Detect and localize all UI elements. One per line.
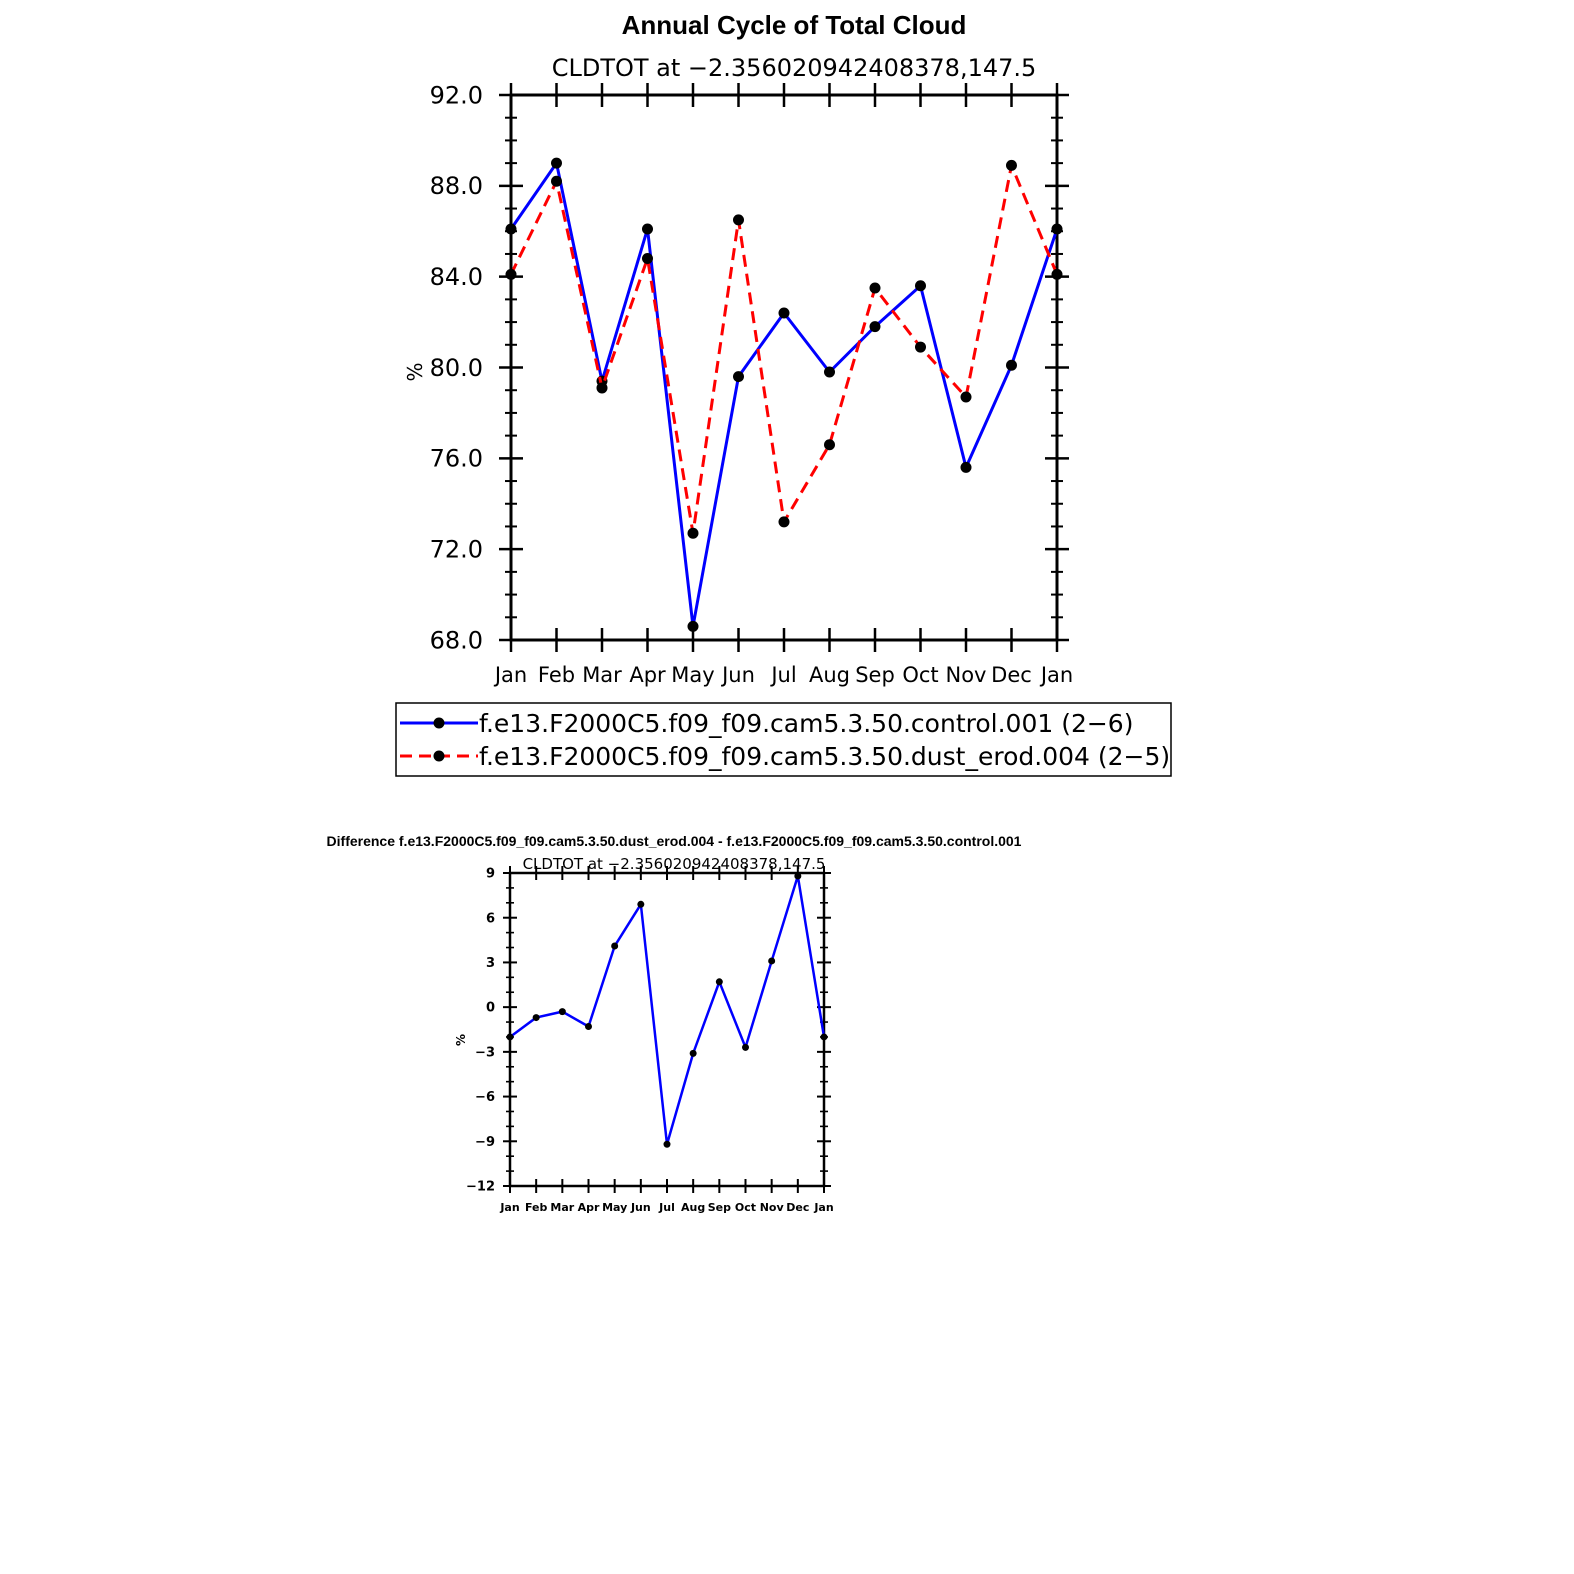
data-point [820, 1033, 828, 1041]
y-tick-label: −6 [475, 1090, 495, 1105]
data-point [506, 1033, 514, 1041]
chart-subtitle: CLDTOT at −2.356020942408378,147.5 [552, 54, 1037, 82]
x-tick-label: May [602, 1201, 627, 1214]
y-tick-label: 0 [486, 1001, 495, 1016]
x-tick-label: Mar [582, 663, 622, 687]
series-line-1 [509, 875, 826, 1145]
data-point [687, 527, 699, 539]
x-tick-label: Jul [769, 663, 796, 687]
x-tick-label: Dec [786, 1201, 809, 1214]
y-tick-label: 84.0 [430, 263, 483, 291]
y-tick-label: 68.0 [430, 626, 483, 654]
data-point [551, 175, 562, 187]
data-point [869, 282, 881, 294]
x-tick-label: Jun [720, 663, 755, 687]
plot-frame [509, 93, 1059, 642]
data-point [689, 1049, 697, 1057]
data-point [1051, 268, 1063, 280]
chart-subtitle: CLDTOT at −2.356020942408378,147.5 [523, 855, 826, 873]
x-tick-label: Jan [499, 1201, 519, 1214]
series-line-1 [509, 159, 1059, 627]
data-point [637, 900, 645, 908]
data-point [505, 223, 517, 235]
data-point [663, 1140, 671, 1148]
data-point [1006, 159, 1017, 171]
data-point [715, 978, 723, 986]
x-tick-label: Oct [735, 1201, 756, 1214]
x-tick-label: Feb [538, 663, 575, 687]
y-tick-label: −12 [466, 1180, 495, 1195]
data-point [505, 268, 517, 280]
x-tick-label: Nov [946, 663, 987, 687]
legend-label-1: f.e13.F2000C5.f09_f09.cam5.3.50.control.… [479, 709, 1133, 738]
data-point [960, 391, 972, 403]
data-point [611, 942, 619, 950]
y-tick-label: 88.0 [430, 172, 483, 200]
x-tick-label: Nov [760, 1201, 785, 1214]
legend-marker [433, 717, 445, 729]
x-tick-label: Jan [1039, 663, 1073, 687]
data-point [642, 223, 653, 235]
data-point [960, 461, 972, 473]
data-point [585, 1023, 592, 1031]
x-tick-label: Jan [493, 663, 527, 687]
x-tick-label: Apr [629, 663, 666, 687]
data-point [642, 253, 653, 264]
legend-label-2: f.e13.F2000C5.f09_f09.cam5.3.50.dust_ero… [479, 742, 1170, 771]
x-tick-label: Jun [630, 1201, 651, 1214]
y-tick-label: −9 [475, 1135, 495, 1150]
data-point [915, 341, 926, 353]
data-point [551, 157, 562, 169]
data-point [596, 382, 608, 394]
data-point [742, 1043, 749, 1051]
data-point [1051, 223, 1063, 235]
data-point [558, 1008, 566, 1016]
y-tick-label: 80.0 [430, 354, 483, 382]
x-tick-label: May [671, 663, 714, 687]
y-axis-label: % [454, 1034, 468, 1046]
data-point [824, 366, 835, 378]
data-point [733, 371, 744, 383]
x-tick-label: Dec [991, 663, 1032, 687]
y-tick-label: −3 [475, 1045, 495, 1060]
x-tick-label: Jan [813, 1201, 833, 1214]
x-tick-label: Oct [902, 663, 938, 687]
legend: f.e13.F2000C5.f09_f09.cam5.3.50.control.… [395, 702, 1172, 777]
x-tick-label: Apr [578, 1201, 600, 1214]
data-point [778, 516, 790, 528]
y-tick-label: 76.0 [430, 445, 483, 473]
data-point [733, 214, 744, 226]
x-tick-label: Sep [708, 1201, 731, 1214]
y-tick-label: 72.0 [430, 536, 483, 564]
data-point [824, 439, 835, 451]
x-tick-label: Mar [550, 1201, 574, 1214]
legend-marker [433, 750, 445, 762]
x-tick-label: Aug [809, 663, 850, 687]
data-point [768, 957, 776, 965]
x-tick-label: Aug [681, 1201, 705, 1214]
chart-title: Difference f.e13.F2000C5.f09_f09.cam5.3.… [327, 833, 1022, 849]
data-point [794, 872, 802, 880]
legend-box [395, 702, 1172, 777]
y-tick-label: 6 [486, 911, 495, 926]
y-axis-label: % [403, 362, 427, 381]
data-point [1006, 359, 1017, 371]
data-point [532, 1014, 540, 1022]
x-tick-label: Feb [525, 1201, 548, 1214]
series-line-2 [509, 160, 1059, 534]
x-tick-label: Sep [855, 663, 895, 687]
x-tick-label: Jul [658, 1201, 675, 1214]
y-tick-label: 9 [486, 867, 495, 882]
data-point [915, 280, 926, 292]
data-point [869, 321, 881, 333]
y-tick-label: 92.0 [430, 81, 483, 109]
annual-cycle-chart: Annual Cycle of Total Cloud CLDTOT at −2… [395, 10, 1172, 777]
data-point [687, 620, 699, 632]
chart-title: Annual Cycle of Total Cloud [622, 10, 967, 40]
difference-chart: Difference f.e13.F2000C5.f09_f09.cam5.3.… [327, 833, 1022, 1214]
data-point [778, 307, 790, 319]
y-tick-label: 3 [486, 956, 495, 971]
